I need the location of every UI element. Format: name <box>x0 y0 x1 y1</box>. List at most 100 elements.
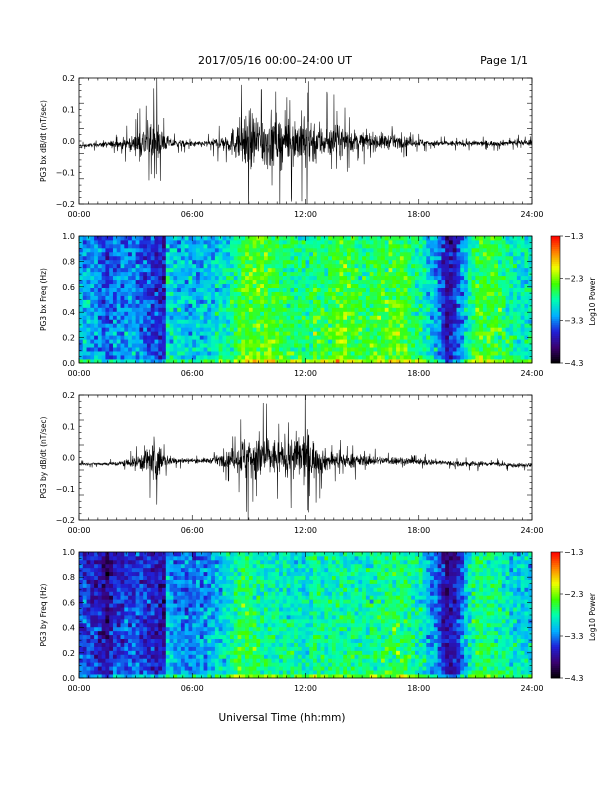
spectrogram-cell <box>139 670 144 675</box>
spectrogram-cell <box>256 299 261 304</box>
spectrogram-cell <box>448 355 454 360</box>
spectrogram-cell <box>211 347 216 352</box>
spectrogram-cell <box>331 339 337 344</box>
spectrogram-cell <box>169 323 174 328</box>
spectrogram-cell <box>324 315 329 320</box>
spectrogram-cell <box>520 255 525 261</box>
spectrogram-cell <box>82 650 87 655</box>
spectrogram-cell <box>486 239 491 245</box>
spectrogram-cell <box>165 299 170 304</box>
spectrogram-cell <box>392 267 397 273</box>
spectrogram-cell <box>252 299 257 304</box>
spectrogram-cell <box>475 307 480 312</box>
spectrogram-cell <box>116 571 121 577</box>
spectrogram-cell <box>475 299 480 304</box>
spectrogram-cell <box>271 311 276 316</box>
spectrogram-cell <box>452 319 457 324</box>
spectrogram-cell <box>445 307 450 312</box>
spectrogram-cell <box>97 634 103 640</box>
spectrogram-cell <box>279 259 284 265</box>
spectrogram-cell <box>479 255 484 261</box>
spectrogram-cell <box>131 666 137 671</box>
spectrogram-cell <box>203 315 208 320</box>
spectrogram-cell <box>230 267 235 273</box>
spectrogram-cell <box>418 251 423 257</box>
spectrogram-cell <box>339 311 344 316</box>
spectrogram-cell <box>173 319 178 324</box>
spectrogram-cell <box>316 251 321 257</box>
spectrogram-cell <box>430 351 435 356</box>
spectrogram-cell <box>290 283 295 288</box>
spectrogram-cell <box>143 255 148 261</box>
spectrogram-cell <box>120 319 125 324</box>
spectrogram-cell <box>116 591 121 596</box>
spectrogram-cell <box>79 295 84 300</box>
spectrogram-cell <box>112 552 118 557</box>
spectrogram-cell <box>305 236 310 241</box>
spectrogram-cell <box>320 251 325 257</box>
spectrogram-cell <box>214 323 220 328</box>
spectrogram-cell <box>135 575 140 580</box>
spectrogram-cell <box>256 243 261 249</box>
series-trace <box>79 395 532 520</box>
spectrogram-cell <box>177 279 182 285</box>
spectrogram-cell <box>184 351 189 356</box>
spectrogram-cell <box>403 283 408 288</box>
spectrogram-cell <box>180 263 186 269</box>
spectrogram-cell <box>173 287 178 292</box>
spectrogram-cell <box>331 239 337 245</box>
spectrogram-cell <box>245 335 250 340</box>
spectrogram-cell <box>464 243 469 249</box>
spectrogram-cell <box>245 287 250 292</box>
spectrogram-cell <box>294 323 299 328</box>
spectrogram-cell <box>203 359 208 364</box>
spectrogram-cell <box>169 247 174 253</box>
spectrogram-cell <box>305 247 310 253</box>
spectrogram-cell <box>150 331 155 336</box>
spectrogram-cell <box>245 236 250 241</box>
spectrogram-cell <box>513 275 518 281</box>
spectrogram-cell <box>286 271 291 277</box>
spectrogram-cell <box>347 239 352 245</box>
spectrogram-cell <box>120 359 125 364</box>
spectrogram-cell <box>339 347 344 352</box>
spectrogram-cell <box>301 283 306 288</box>
spectrogram-cell <box>207 295 212 300</box>
spectrogram-cell <box>222 239 227 245</box>
spectrogram-cell <box>350 271 355 277</box>
spectrogram-cell <box>184 255 189 261</box>
spectrogram-cell <box>131 359 137 364</box>
spectrogram-cell <box>101 359 106 364</box>
spectrogram-cell <box>331 271 337 277</box>
spectrogram-cell <box>90 674 95 679</box>
spectrogram-cell <box>460 359 465 364</box>
spectrogram-cell <box>86 255 91 261</box>
spectrogram-cell <box>94 674 99 679</box>
spectrogram-cell <box>471 295 476 300</box>
spectrogram-cell <box>445 295 450 300</box>
spectrogram-cell <box>482 255 488 261</box>
spectrogram-cell <box>350 339 355 344</box>
spectrogram-cell <box>328 279 333 285</box>
spectrogram-cell <box>188 287 193 292</box>
spectrogram-cell <box>97 607 103 612</box>
spectrogram-cell <box>128 307 133 312</box>
spectrogram-cell <box>143 339 148 344</box>
spectrogram-cell <box>350 311 355 316</box>
spectrogram-cell <box>248 315 254 320</box>
spectrogram-cell <box>460 339 465 344</box>
spectrogram-cell <box>139 575 144 580</box>
spectrogram-cell <box>135 591 140 596</box>
spectrogram-cell <box>109 299 114 304</box>
spectrogram-cell <box>422 243 427 249</box>
spectrogram-cell <box>128 319 133 324</box>
spectrogram-cell <box>350 283 355 288</box>
spectrogram-cell <box>422 351 427 356</box>
spectrogram-cell <box>305 311 310 316</box>
spectrogram-cell <box>381 331 386 336</box>
spectrogram-cell <box>116 607 121 612</box>
spectrogram-cell <box>297 359 303 364</box>
spectrogram-cell <box>116 630 121 636</box>
spectrogram-cell <box>128 563 133 569</box>
spectrogram-cell <box>101 552 106 557</box>
